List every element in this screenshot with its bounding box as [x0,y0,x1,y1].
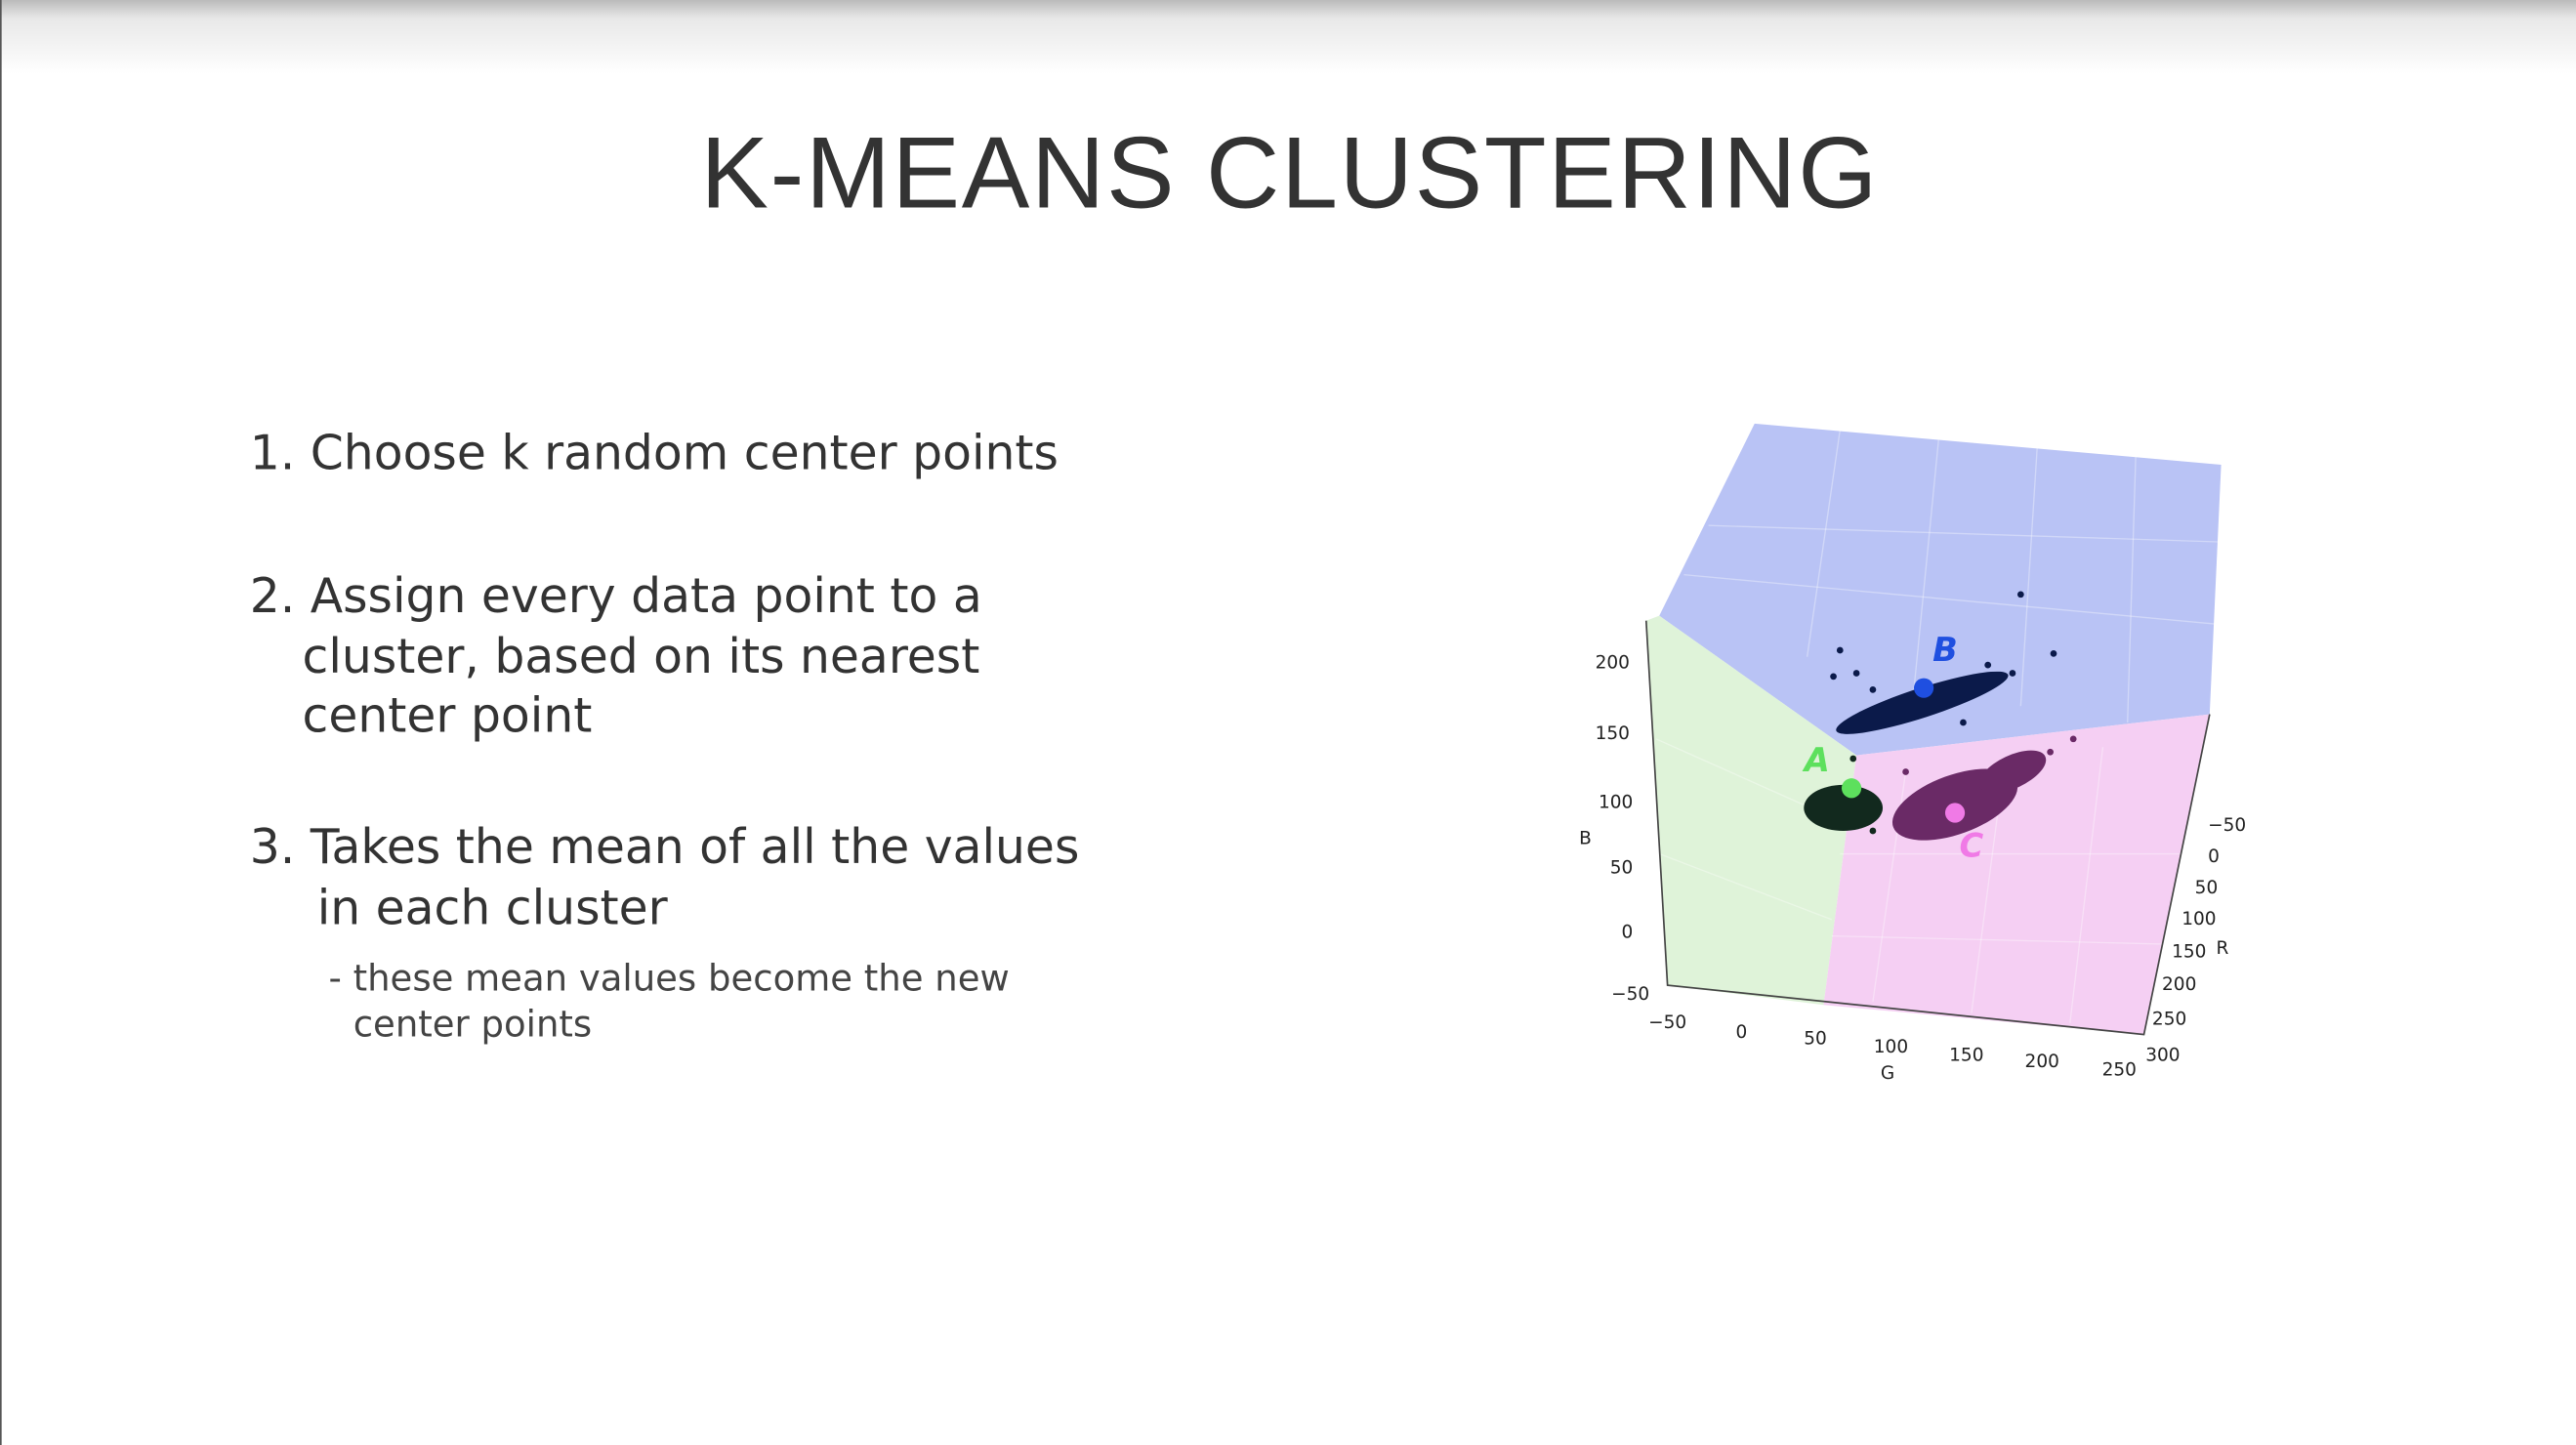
step-line: cluster, based on its nearest [303,629,980,684]
r-tick-label: 100 [2181,909,2216,929]
step-line: in each cluster [317,880,669,935]
cluster-label: B [1932,631,1958,669]
b-tick-label: 200 [1596,652,1630,673]
step-list: 1. Choose k random center points 2. Assig… [250,426,1080,1046]
b-tick-label: 0 [1622,922,1634,942]
cluster-a-points [1804,755,1884,835]
axes-frame [1644,620,2211,1036]
top-shadow [0,0,2576,74]
r-tick-label: 200 [2162,974,2196,995]
step-note: - these mean values become the new [328,958,1009,1000]
step-note: center points [353,1004,592,1046]
b-tick-label: 150 [1596,723,1630,744]
cluster-label: A [1802,741,1830,779]
step-line: center point [303,688,593,744]
r-tick-label: 150 [2172,941,2206,962]
g-tick-label: 200 [2025,1052,2059,1072]
g-tick-label: 150 [1949,1045,1983,1065]
region-b [1659,423,2222,756]
step-line: 2. Assign every data point to a [250,568,982,624]
b-tick-label: 50 [1610,858,1634,879]
center-c [1944,803,1966,823]
cluster-label: C [1960,826,1984,864]
g-tick-label: 250 [2102,1060,2137,1081]
region-a [1645,615,1857,1006]
r-tick-label: 50 [2195,878,2219,898]
center-b [1913,678,1934,698]
b-axis-label: B [1579,828,1592,848]
cluster-b-points [1830,591,2057,734]
b-tick-label: −50 [1611,984,1649,1005]
step-line: 3. Takes the mean of all the values [250,819,1080,875]
figure-labels: 200 150 100 50 0 −50 B −50 0 50 100 150 200 250 G −50 0 5… [1579,631,2246,1084]
slide-title: K-MEANS CLUSTERING [700,117,1879,230]
g-tick-label: 0 [1735,1022,1747,1043]
r-tick-label: −50 [2208,815,2246,836]
g-tick-label: 50 [1804,1029,1827,1050]
r-tick-label: 0 [2208,846,2220,867]
r-axis-label: R [2217,938,2229,959]
step-line: 1. Choose k random center points [250,426,1059,481]
r-tick-label: 250 [2152,1009,2186,1029]
center-a [1841,778,1862,799]
r-tick-label: 300 [2145,1045,2180,1065]
cluster-figure: 200 150 100 50 0 −50 B −50 0 50 100 150 200 250 G −50 0 5… [1579,423,2246,1084]
b-tick-label: 100 [1599,792,1633,812]
g-tick-label: 100 [1874,1037,1908,1057]
g-axis-label: G [1881,1063,1894,1084]
g-tick-label: −50 [1648,1012,1686,1033]
